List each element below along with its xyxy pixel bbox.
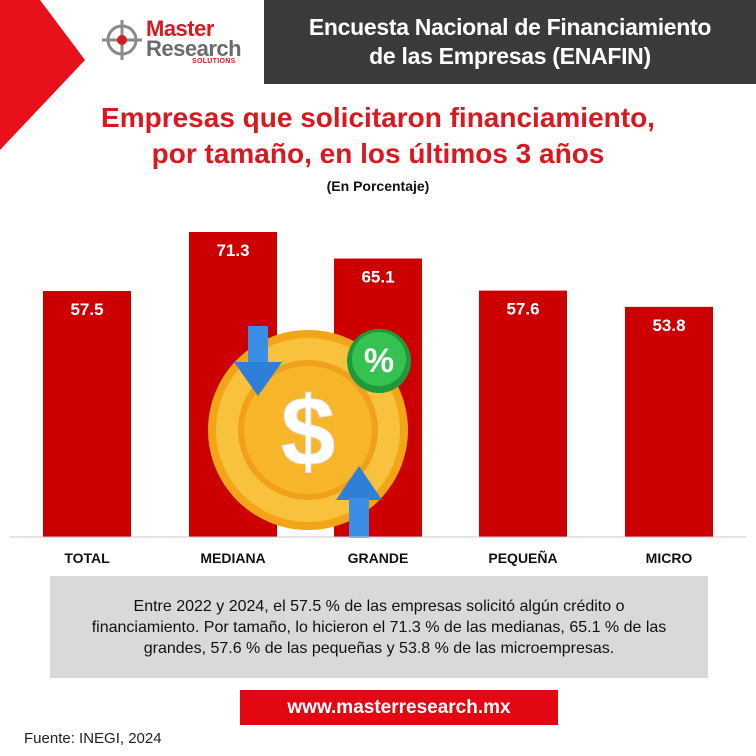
logo-text-solutions: SOLUTIONS (192, 58, 236, 65)
bar-total (43, 291, 131, 537)
category-label: TOTAL (64, 550, 110, 566)
chart-title-line-2: por tamaño, en los últimos 3 años (151, 138, 605, 169)
header-banner: Encuesta Nacional de Financiamiento de l… (264, 0, 756, 84)
bar-value-label: 53.8 (652, 316, 685, 335)
crosshair-icon (102, 20, 142, 60)
arrow-down-icon (234, 326, 282, 396)
source-note: Fuente: INEGI, 2024 (24, 730, 162, 747)
website-link[interactable]: www.masterresearch.mx (240, 690, 558, 725)
arrow-up-icon (336, 466, 382, 538)
coin-illustration: $ % (208, 326, 411, 538)
website-url[interactable]: www.masterresearch.mx (287, 696, 511, 718)
bar-value-label: 71.3 (216, 241, 249, 260)
bar-value-label: 65.1 (361, 268, 394, 287)
corner-decoration (0, 0, 85, 150)
percent-badge-icon: % (347, 329, 411, 393)
logo-text-master: Master (146, 16, 214, 41)
summary-text: Entre 2022 y 2024, el 57.5 % de las empr… (91, 597, 667, 657)
bar-pequeña (479, 290, 567, 537)
master-research-logo: Master Research SOLUTIONS (100, 14, 260, 70)
category-label: MICRO (646, 550, 693, 566)
chart-subtitle: (En Porcentaje) (326, 178, 430, 194)
bar-value-label: 57.6 (506, 300, 539, 319)
bar-micro (625, 306, 713, 537)
logo-text-research: Research (146, 36, 242, 61)
percent-symbol: % (364, 342, 394, 380)
header-line-1: Encuesta Nacional de Financiamiento (308, 14, 712, 40)
category-label: MEDIANA (200, 550, 265, 566)
chart-title: Empresas que solicitaron financiamiento,… (0, 100, 756, 172)
header-line-2: de las Empresas (ENAFIN) (369, 43, 651, 69)
bar-value-label: 57.5 (70, 300, 103, 319)
category-label: PEQUEÑA (488, 549, 557, 566)
summary-box: Entre 2022 y 2024, el 57.5 % de las empr… (50, 576, 708, 678)
category-label: GRANDE (348, 550, 409, 566)
chart-title-line-1: Empresas que solicitaron financiamiento, (101, 102, 655, 133)
dollar-icon: $ (281, 376, 336, 486)
